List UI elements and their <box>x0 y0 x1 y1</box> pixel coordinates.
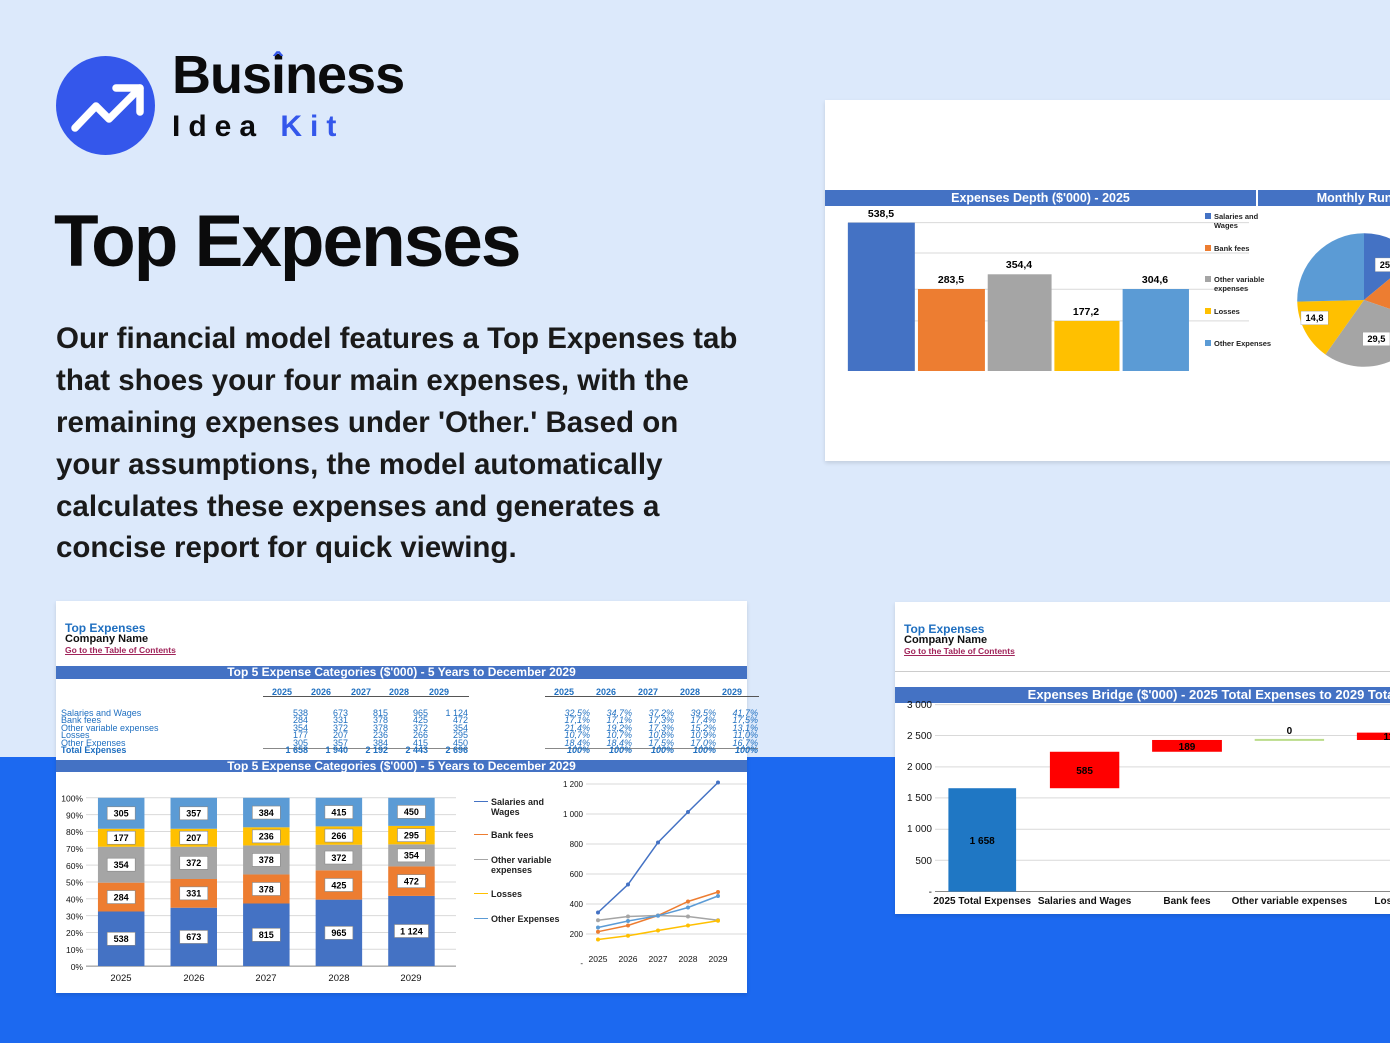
svg-text:2028: 2028 <box>679 954 698 964</box>
svg-text:283,5: 283,5 <box>938 274 964 286</box>
svg-text:2029: 2029 <box>709 954 728 964</box>
svg-text:50%: 50% <box>66 878 83 888</box>
svg-text:25,4: 25,4 <box>1380 260 1390 270</box>
svg-text:100%: 100% <box>61 794 83 804</box>
svg-text:14,8: 14,8 <box>1306 313 1324 323</box>
svg-text:29,5: 29,5 <box>1367 334 1385 344</box>
svg-text:177,2: 177,2 <box>1073 306 1099 318</box>
svg-text:1 200: 1 200 <box>563 780 584 789</box>
svg-text:800: 800 <box>570 840 584 849</box>
svg-text:1 124: 1 124 <box>400 926 423 936</box>
svg-text:2 000: 2 000 <box>907 762 932 773</box>
svg-text:0: 0 <box>1287 726 1293 737</box>
svg-text:207: 207 <box>186 833 201 843</box>
svg-text:354: 354 <box>114 860 129 870</box>
svg-text:1 000: 1 000 <box>907 824 932 835</box>
svg-text:2025 Total Expenses: 2025 Total Expenses <box>933 896 1031 907</box>
svg-text:372: 372 <box>186 858 201 868</box>
svg-text:500: 500 <box>915 856 932 867</box>
svg-text:384: 384 <box>259 808 274 818</box>
svg-text:2026: 2026 <box>619 954 638 964</box>
svg-text:3 000: 3 000 <box>907 700 932 711</box>
svg-text:600: 600 <box>570 870 584 879</box>
svg-text:2029: 2029 <box>400 973 421 984</box>
svg-text:80%: 80% <box>66 827 83 837</box>
svg-text:378: 378 <box>259 884 274 894</box>
svg-text:-: - <box>929 887 932 898</box>
svg-text:Losses: Losses <box>1374 896 1390 907</box>
svg-text:Other variable expenses: Other variable expenses <box>1232 896 1348 907</box>
svg-text:1 000: 1 000 <box>563 810 584 819</box>
svg-text:354,4: 354,4 <box>1006 259 1032 271</box>
svg-text:538,5: 538,5 <box>868 208 894 220</box>
svg-text:295: 295 <box>404 830 419 840</box>
svg-text:236: 236 <box>259 832 274 842</box>
svg-text:189: 189 <box>1179 742 1196 753</box>
svg-text:815: 815 <box>259 930 274 940</box>
svg-text:372: 372 <box>331 853 346 863</box>
svg-text:400: 400 <box>570 900 584 909</box>
svg-text:2027: 2027 <box>255 973 276 984</box>
svg-text:284: 284 <box>114 892 129 902</box>
svg-text:2027: 2027 <box>649 954 668 964</box>
svg-text:2025: 2025 <box>110 973 131 984</box>
svg-text:60%: 60% <box>66 861 83 871</box>
svg-text:357: 357 <box>186 809 201 819</box>
svg-text:472: 472 <box>404 876 419 886</box>
svg-text:354: 354 <box>404 851 419 861</box>
svg-text:425: 425 <box>331 880 346 890</box>
svg-text:2028: 2028 <box>328 973 349 984</box>
svg-text:305: 305 <box>114 809 129 819</box>
svg-text:-: - <box>580 959 583 966</box>
svg-text:585: 585 <box>1076 766 1093 777</box>
svg-text:2026: 2026 <box>183 973 204 984</box>
svg-text:673: 673 <box>186 932 201 942</box>
svg-text:70%: 70% <box>66 844 83 854</box>
svg-text:118: 118 <box>1384 732 1390 743</box>
svg-text:415: 415 <box>331 807 346 817</box>
svg-text:2025: 2025 <box>589 954 608 964</box>
svg-text:20%: 20% <box>66 928 83 938</box>
svg-text:304,6: 304,6 <box>1142 274 1168 286</box>
svg-text:0%: 0% <box>71 962 84 972</box>
svg-text:177: 177 <box>114 833 129 843</box>
svg-text:40%: 40% <box>66 894 83 904</box>
svg-text:450: 450 <box>404 807 419 817</box>
svg-text:10%: 10% <box>66 945 83 955</box>
svg-text:331: 331 <box>186 889 201 899</box>
svg-text:965: 965 <box>331 928 346 938</box>
svg-text:1 658: 1 658 <box>970 836 995 847</box>
svg-text:Salaries and Wages: Salaries and Wages <box>1038 896 1132 907</box>
svg-text:30%: 30% <box>66 911 83 921</box>
svg-text:266: 266 <box>331 831 346 841</box>
svg-text:2 500: 2 500 <box>907 731 932 742</box>
svg-text:Bank fees: Bank fees <box>1163 896 1211 907</box>
svg-text:378: 378 <box>259 855 274 865</box>
svg-text:538: 538 <box>114 934 129 944</box>
svg-text:200: 200 <box>570 930 584 939</box>
svg-text:90%: 90% <box>66 810 83 820</box>
svg-text:1 500: 1 500 <box>907 793 932 804</box>
